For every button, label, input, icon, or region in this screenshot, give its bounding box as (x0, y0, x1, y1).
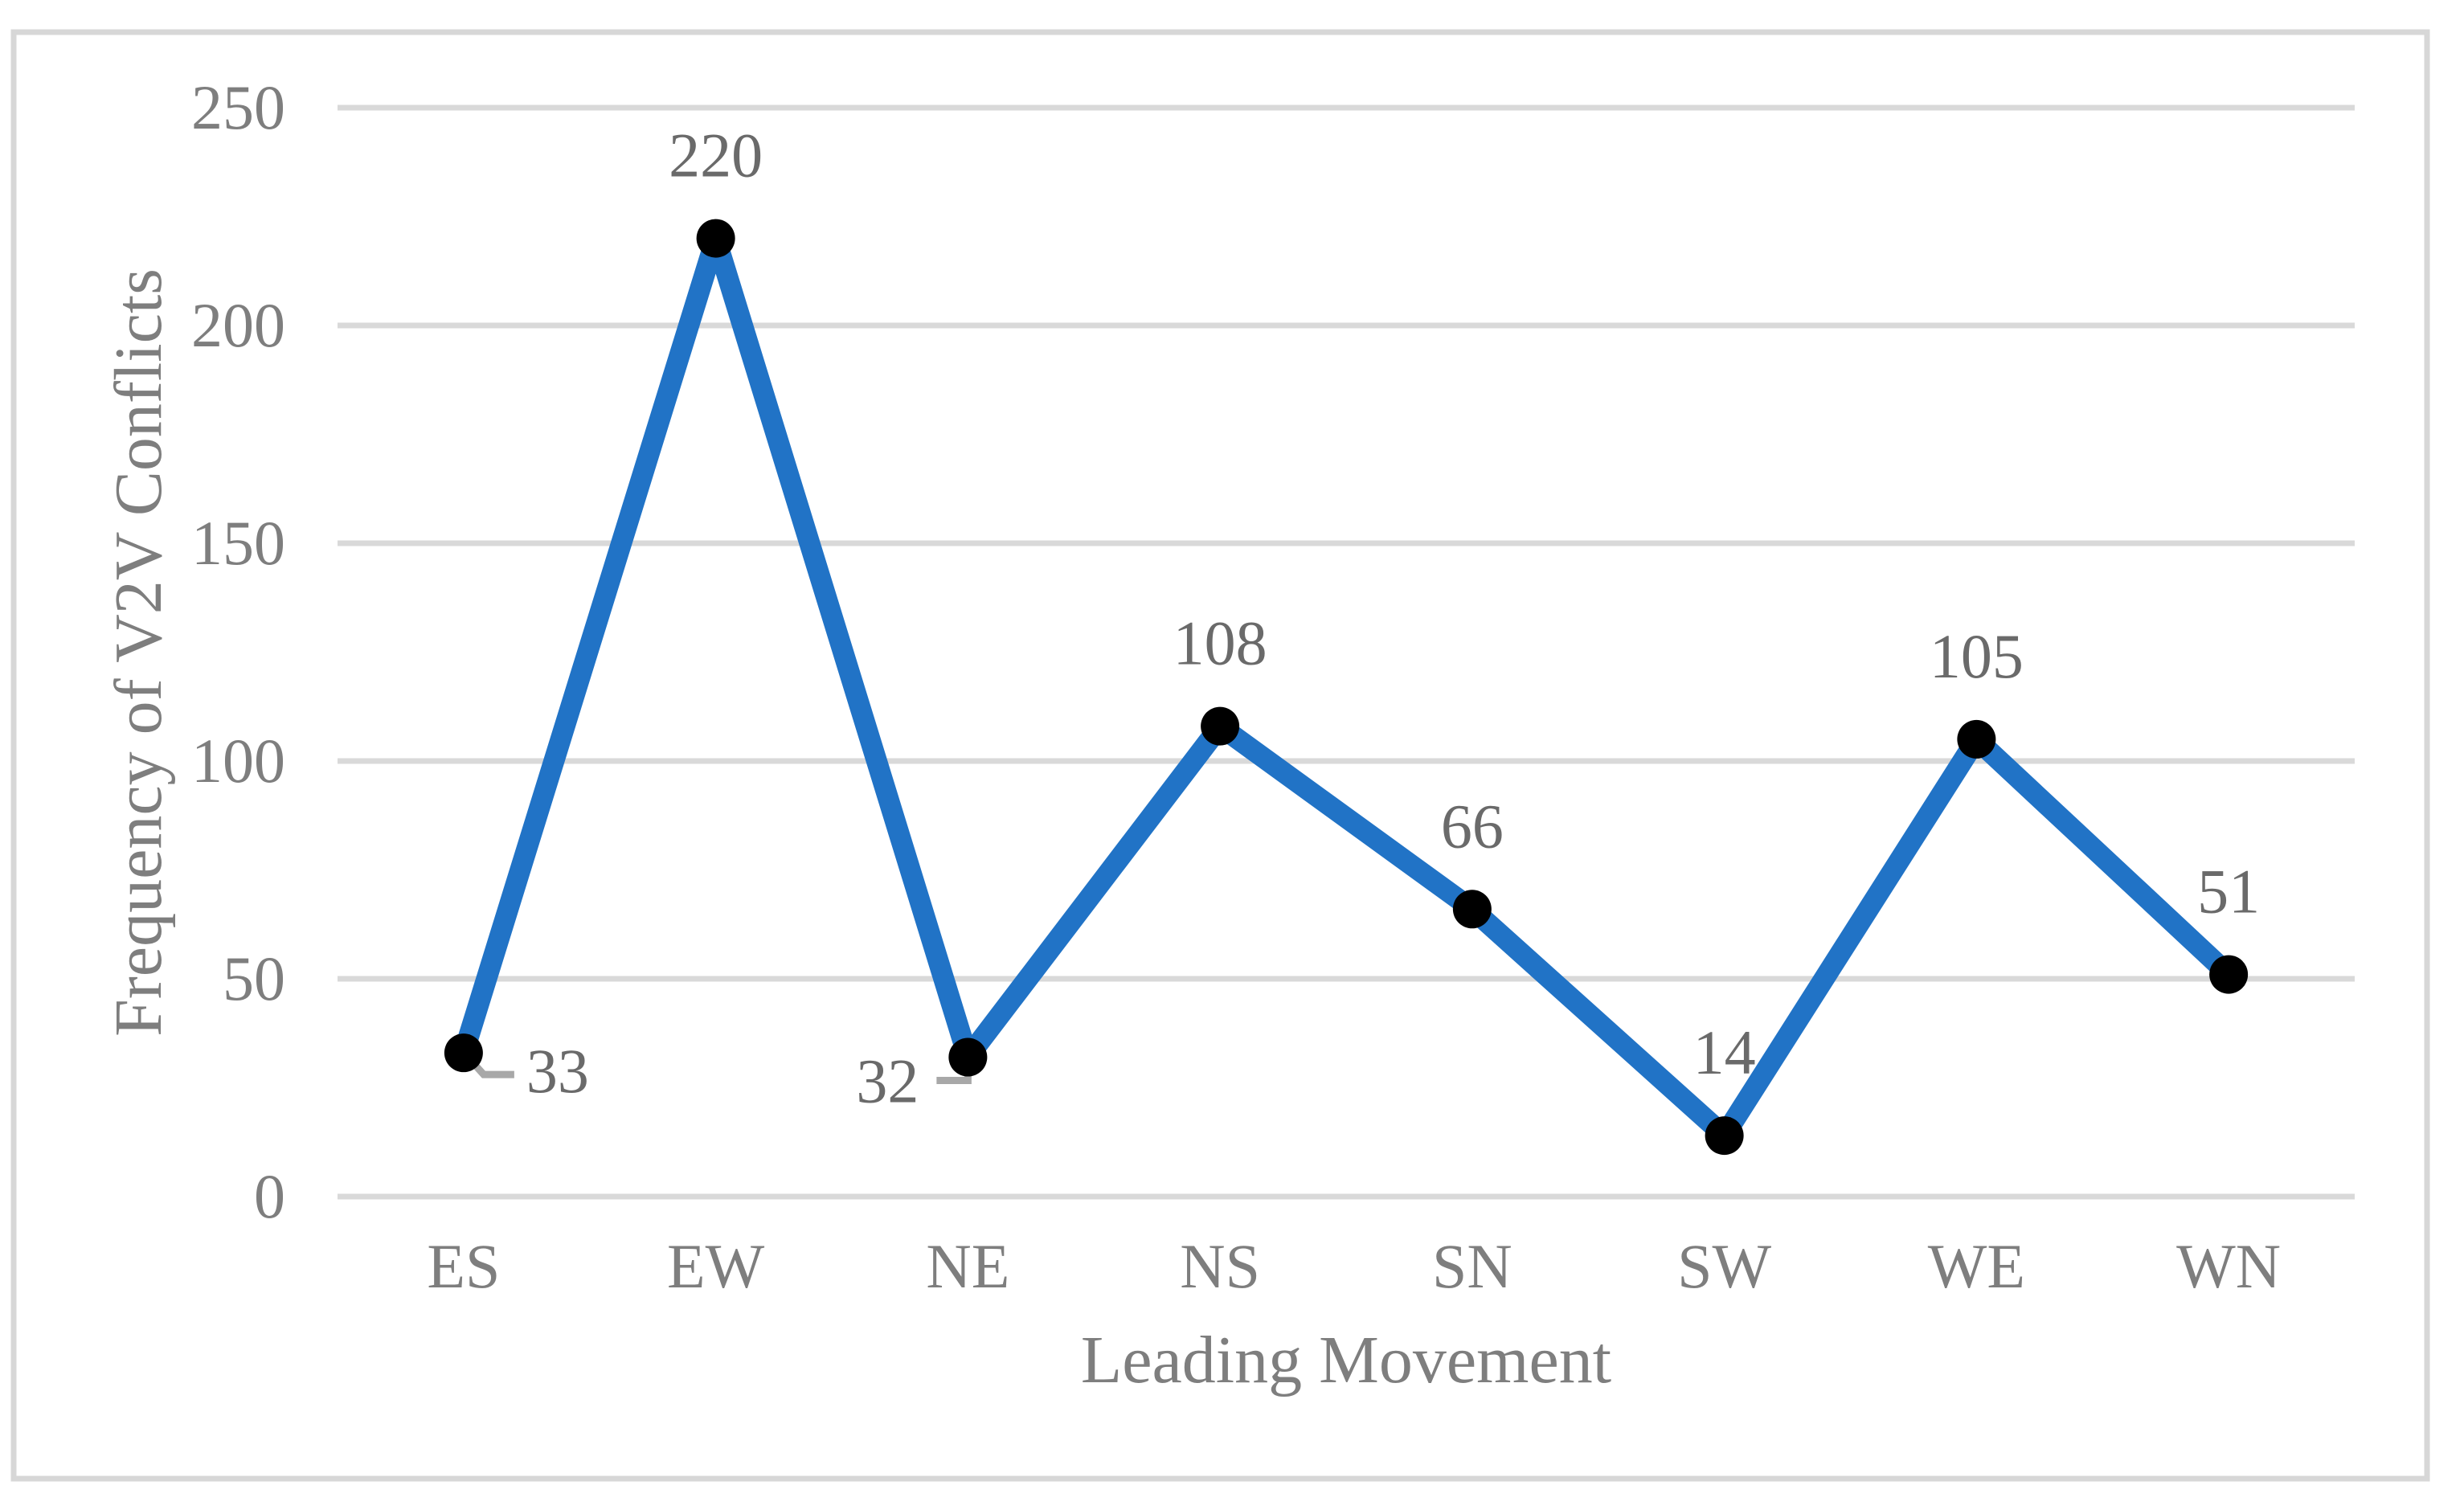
y-tick-label-100: 100 (191, 726, 285, 796)
y-tick-label-150: 150 (191, 508, 285, 578)
x-axis-category-labels: ES EW NE NS SN SW WE WN (427, 1231, 2281, 1301)
x-tick-label-ns: NS (1180, 1231, 1260, 1301)
y-tick-label-0: 0 (254, 1161, 285, 1231)
data-point-marker-ew (696, 219, 735, 258)
x-tick-label-sn: SN (1432, 1231, 1512, 1301)
x-tick-label-wn: WN (2176, 1231, 2281, 1301)
data-label-ns: 108 (1173, 608, 1267, 678)
data-point-marker-ns (1201, 706, 1240, 746)
data-point-marker-wn (2209, 955, 2249, 994)
x-tick-label-ew: EW (667, 1231, 765, 1301)
y-tick-label-200: 200 (191, 290, 285, 360)
data-label-ew: 220 (669, 121, 763, 190)
chart-frame-border (10, 29, 2430, 1482)
data-point-marker-es (444, 1033, 483, 1073)
y-axis-title: Frequency of V2V Conflicts (101, 268, 176, 1037)
data-point-marker-sn (1452, 890, 1492, 929)
gridlines-group (338, 104, 2355, 1200)
data-label-we: 105 (1930, 621, 2024, 691)
data-point-marker-we (1957, 719, 1996, 759)
x-tick-label-we: WE (1928, 1231, 2025, 1301)
x-tick-label-ne: NE (926, 1231, 1009, 1301)
data-label-es: 33 (526, 1036, 589, 1106)
data-point-marker-sw (1705, 1116, 1744, 1156)
data-point-markers (444, 219, 2249, 1156)
x-tick-label-sw: SW (1677, 1231, 1771, 1301)
y-tick-label-50: 50 (223, 943, 285, 1013)
y-tick-label-250: 250 (191, 72, 285, 142)
data-label-sw: 14 (1693, 1017, 1756, 1087)
data-label-wn: 51 (2197, 857, 2260, 927)
data-labels-group: 33 220 32 108 66 14 105 51 (526, 121, 2260, 1116)
data-label-sn: 66 (1441, 791, 1504, 861)
data-label-ne: 32 (856, 1046, 919, 1116)
x-axis-title: Leading Movement (1081, 1323, 1611, 1397)
x-tick-label-es: ES (427, 1231, 500, 1301)
data-point-marker-ne (948, 1037, 988, 1077)
series-line (452, 227, 2240, 1147)
y-axis-tick-labels: 0 50 100 150 200 250 (191, 72, 285, 1231)
